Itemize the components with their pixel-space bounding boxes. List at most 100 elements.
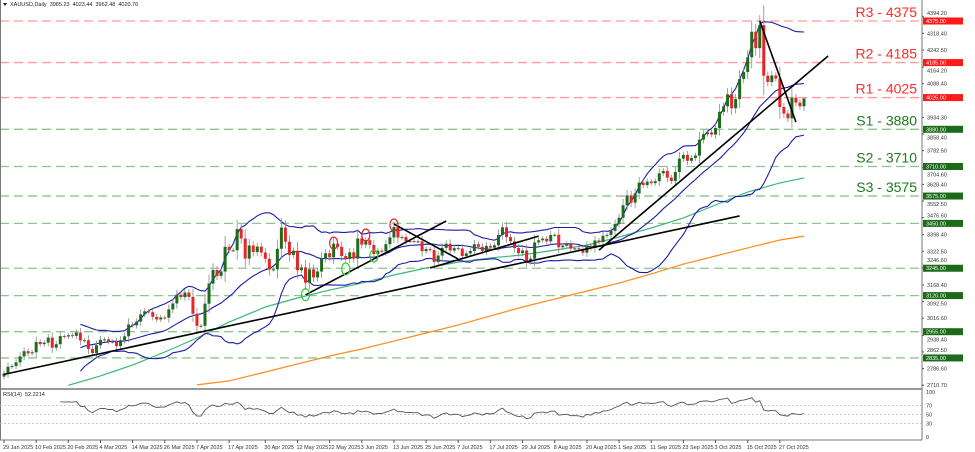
x-tick-label: 30 Apr 2025 (264, 445, 294, 451)
candle (762, 5, 766, 96)
candle-body (452, 248, 456, 251)
candle (710, 129, 714, 138)
candle (324, 249, 328, 263)
candle-body (581, 249, 585, 253)
candle-body (332, 243, 336, 258)
red-circle-marker (329, 236, 339, 250)
rsi-tick-label: 70 (926, 404, 932, 410)
candle-body (175, 294, 179, 304)
candle-body (750, 31, 754, 58)
green-circle-marker (300, 288, 311, 302)
candle-body (78, 332, 82, 341)
candle (444, 240, 448, 252)
candle (167, 304, 171, 323)
plot-area (2, 5, 829, 386)
candle-body (681, 154, 685, 159)
candle-body (348, 252, 352, 259)
candle-body (649, 181, 653, 184)
candle-body (34, 341, 38, 353)
candle-body (324, 253, 328, 259)
candle-body (86, 340, 90, 349)
candle-body (291, 250, 295, 255)
candle-body (541, 238, 545, 241)
candle (593, 235, 597, 253)
candle-body (279, 227, 283, 249)
green-circle-marker (369, 249, 379, 263)
candle-body (677, 158, 681, 172)
candle-body (597, 240, 601, 242)
x-tick-label: 14 Mar 2025 (132, 445, 163, 451)
candle (786, 109, 790, 123)
candle-body (283, 227, 287, 242)
candle (299, 264, 303, 274)
candle (42, 340, 46, 347)
candle (328, 249, 332, 261)
candle-body (492, 245, 496, 248)
candle-body (468, 250, 472, 254)
candle (561, 243, 565, 250)
candle-body (706, 132, 709, 135)
candle (86, 335, 90, 355)
candle (754, 24, 758, 56)
candle (456, 245, 460, 251)
candle-body (243, 238, 247, 259)
candle (621, 198, 625, 225)
candle-body (344, 255, 348, 259)
candle-body (710, 132, 714, 135)
collapse-triangle-icon[interactable] (3, 3, 7, 6)
candle (151, 308, 155, 321)
candle-body (227, 246, 231, 251)
candle-body (255, 246, 259, 253)
candle-body (384, 244, 388, 252)
price-tag-label: 2835.00 (926, 356, 946, 362)
candle-body (275, 248, 279, 270)
candle (617, 213, 621, 228)
candle (689, 155, 693, 164)
candle-body (689, 157, 693, 161)
candle-body (661, 170, 665, 174)
candle (505, 221, 508, 243)
candle (115, 337, 119, 350)
candle (271, 267, 275, 272)
x-tick-label: 15 Oct 2025 (747, 445, 777, 451)
candle (701, 130, 705, 144)
candle (525, 244, 529, 268)
candle (332, 237, 336, 265)
candle-body (22, 351, 26, 357)
candle (645, 178, 649, 189)
candle-body (718, 111, 722, 128)
candle-body (472, 244, 476, 251)
candle-body (263, 252, 267, 259)
level-label: R2 - 4185 (856, 46, 918, 62)
price-tag-label: 3450.00 (926, 221, 946, 227)
candle-body (730, 94, 734, 109)
candle (46, 333, 50, 347)
candle (714, 123, 718, 139)
candle-body (2, 373, 6, 377)
candle-body (231, 250, 235, 252)
rsi-header: RSI(14) 52.2214 (3, 392, 48, 398)
candle-body (380, 250, 384, 252)
candle-body (774, 75, 778, 79)
candle (549, 230, 553, 246)
candle-body (211, 269, 215, 284)
candle-body (195, 313, 199, 326)
candle (573, 246, 577, 251)
candle (14, 359, 18, 370)
red-circle-marker (361, 228, 371, 242)
y-tick-label: 3858.40 (927, 135, 947, 141)
price-tag-label: 3245.00 (926, 266, 946, 272)
candle-body (50, 337, 54, 348)
candle (22, 347, 26, 361)
candle (609, 227, 613, 239)
price-tag (923, 163, 963, 171)
candle (790, 88, 794, 128)
y-tick-label: 2862.50 (927, 348, 947, 354)
candle (18, 352, 22, 367)
candle (368, 236, 372, 249)
candle (267, 253, 271, 276)
x-tick-label: 25 Jun 2025 (425, 445, 455, 451)
y-tick-label: 2710.70 (927, 383, 947, 389)
